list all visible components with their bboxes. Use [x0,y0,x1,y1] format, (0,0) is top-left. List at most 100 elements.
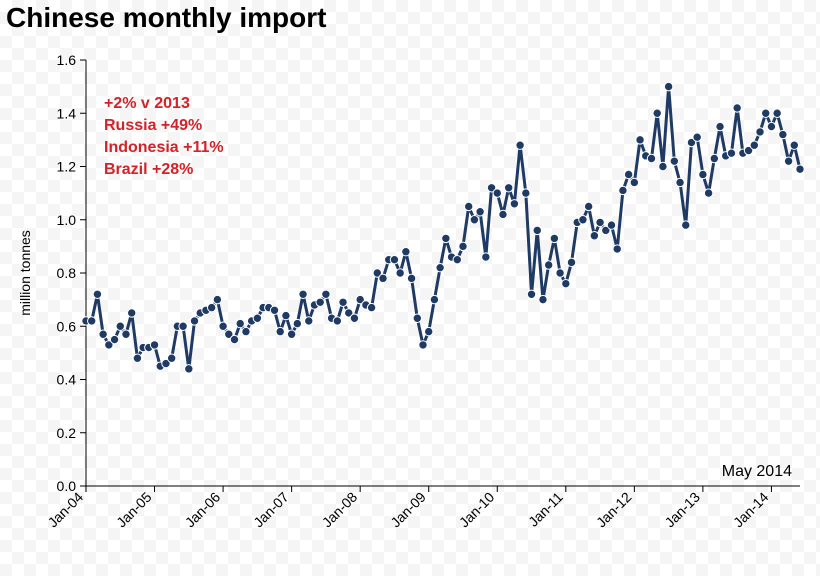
data-point [179,322,187,330]
data-point [522,189,530,197]
data-point [607,221,615,229]
x-tick-label: Jan-09 [387,489,429,531]
data-point [664,82,672,90]
data-point [779,130,787,138]
data-point [647,154,655,162]
data-point [276,327,284,335]
data-point [527,290,535,298]
data-point [379,274,387,282]
annotation-line: Indonesia +11% [104,139,224,156]
x-tick-label: Jan-13 [661,489,703,531]
data-point [550,234,558,242]
data-point [516,141,524,149]
y-tick-label: 0.8 [57,265,77,281]
data-point [242,327,250,335]
data-point [367,303,375,311]
data-point [407,274,415,282]
data-point [465,202,473,210]
data-point [122,330,130,338]
data-point [413,314,421,322]
data-point [613,245,621,253]
data-point [670,157,678,165]
data-point [710,154,718,162]
data-point [510,200,518,208]
data-point [579,216,587,224]
data-point [773,109,781,117]
data-point [590,232,598,240]
data-point [762,109,770,117]
x-tick-label: Jan-12 [593,489,635,531]
page-title: Chinese monthly import [6,2,326,34]
annotation-line: Brazil +28% [104,161,193,178]
y-tick-label: 0.4 [57,372,77,388]
y-tick-label: 0.2 [57,425,77,441]
data-point [436,263,444,271]
data-point [533,226,541,234]
y-axis-label: million tonnes [17,230,33,316]
data-point [630,178,638,186]
data-point [236,319,244,327]
data-point [213,295,221,303]
data-point [676,178,684,186]
data-point [293,319,301,327]
data-point [230,335,238,343]
data-point [624,170,632,178]
data-point [287,330,295,338]
data-point [470,216,478,224]
data-point [459,242,467,250]
data-point [339,298,347,306]
data-point [636,136,644,144]
data-point [333,317,341,325]
y-tick-label: 1.4 [57,105,77,121]
data-point [430,295,438,303]
data-point [767,122,775,130]
data-point [699,170,707,178]
data-point [716,122,724,130]
data-point [682,221,690,229]
data-point [185,365,193,373]
data-point [99,330,107,338]
data-point [653,109,661,117]
data-point [322,290,330,298]
data-point [93,290,101,298]
data-point [442,234,450,242]
data-point [562,279,570,287]
x-tick-label: Jan-06 [182,489,224,531]
data-point [453,255,461,263]
y-tick-label: 0.6 [57,318,77,334]
annotation-line: +2% v 2013 [104,95,190,112]
data-point [253,314,261,322]
data-point [504,184,512,192]
data-point [476,208,484,216]
data-point [596,218,604,226]
data-point [282,311,290,319]
footnote: May 2014 [722,463,792,480]
data-point [733,104,741,112]
y-tick-label: 1.2 [57,159,77,175]
data-point [270,306,278,314]
data-point [167,354,175,362]
data-point [419,341,427,349]
data-point [750,141,758,149]
data-point [493,189,501,197]
data-point [693,133,701,141]
x-tick-label: Jan-05 [113,489,155,531]
data-point [110,335,118,343]
x-tick-label: Jan-08 [319,489,361,531]
import-chart: 0.00.20.40.60.81.01.21.41.6million tonne… [0,40,820,576]
x-tick-label: Jan-14 [730,489,772,531]
annotation-line: Russia +49% [104,117,202,134]
data-point [316,298,324,306]
x-tick-label: Jan-10 [456,489,498,531]
data-point [305,317,313,325]
data-point [727,149,735,157]
data-point [219,322,227,330]
data-point [390,255,398,263]
data-point [704,189,712,197]
data-point [299,290,307,298]
data-point [425,327,433,335]
data-point [796,165,804,173]
data-point [659,162,667,170]
data-point [482,253,490,261]
data-point [88,317,96,325]
